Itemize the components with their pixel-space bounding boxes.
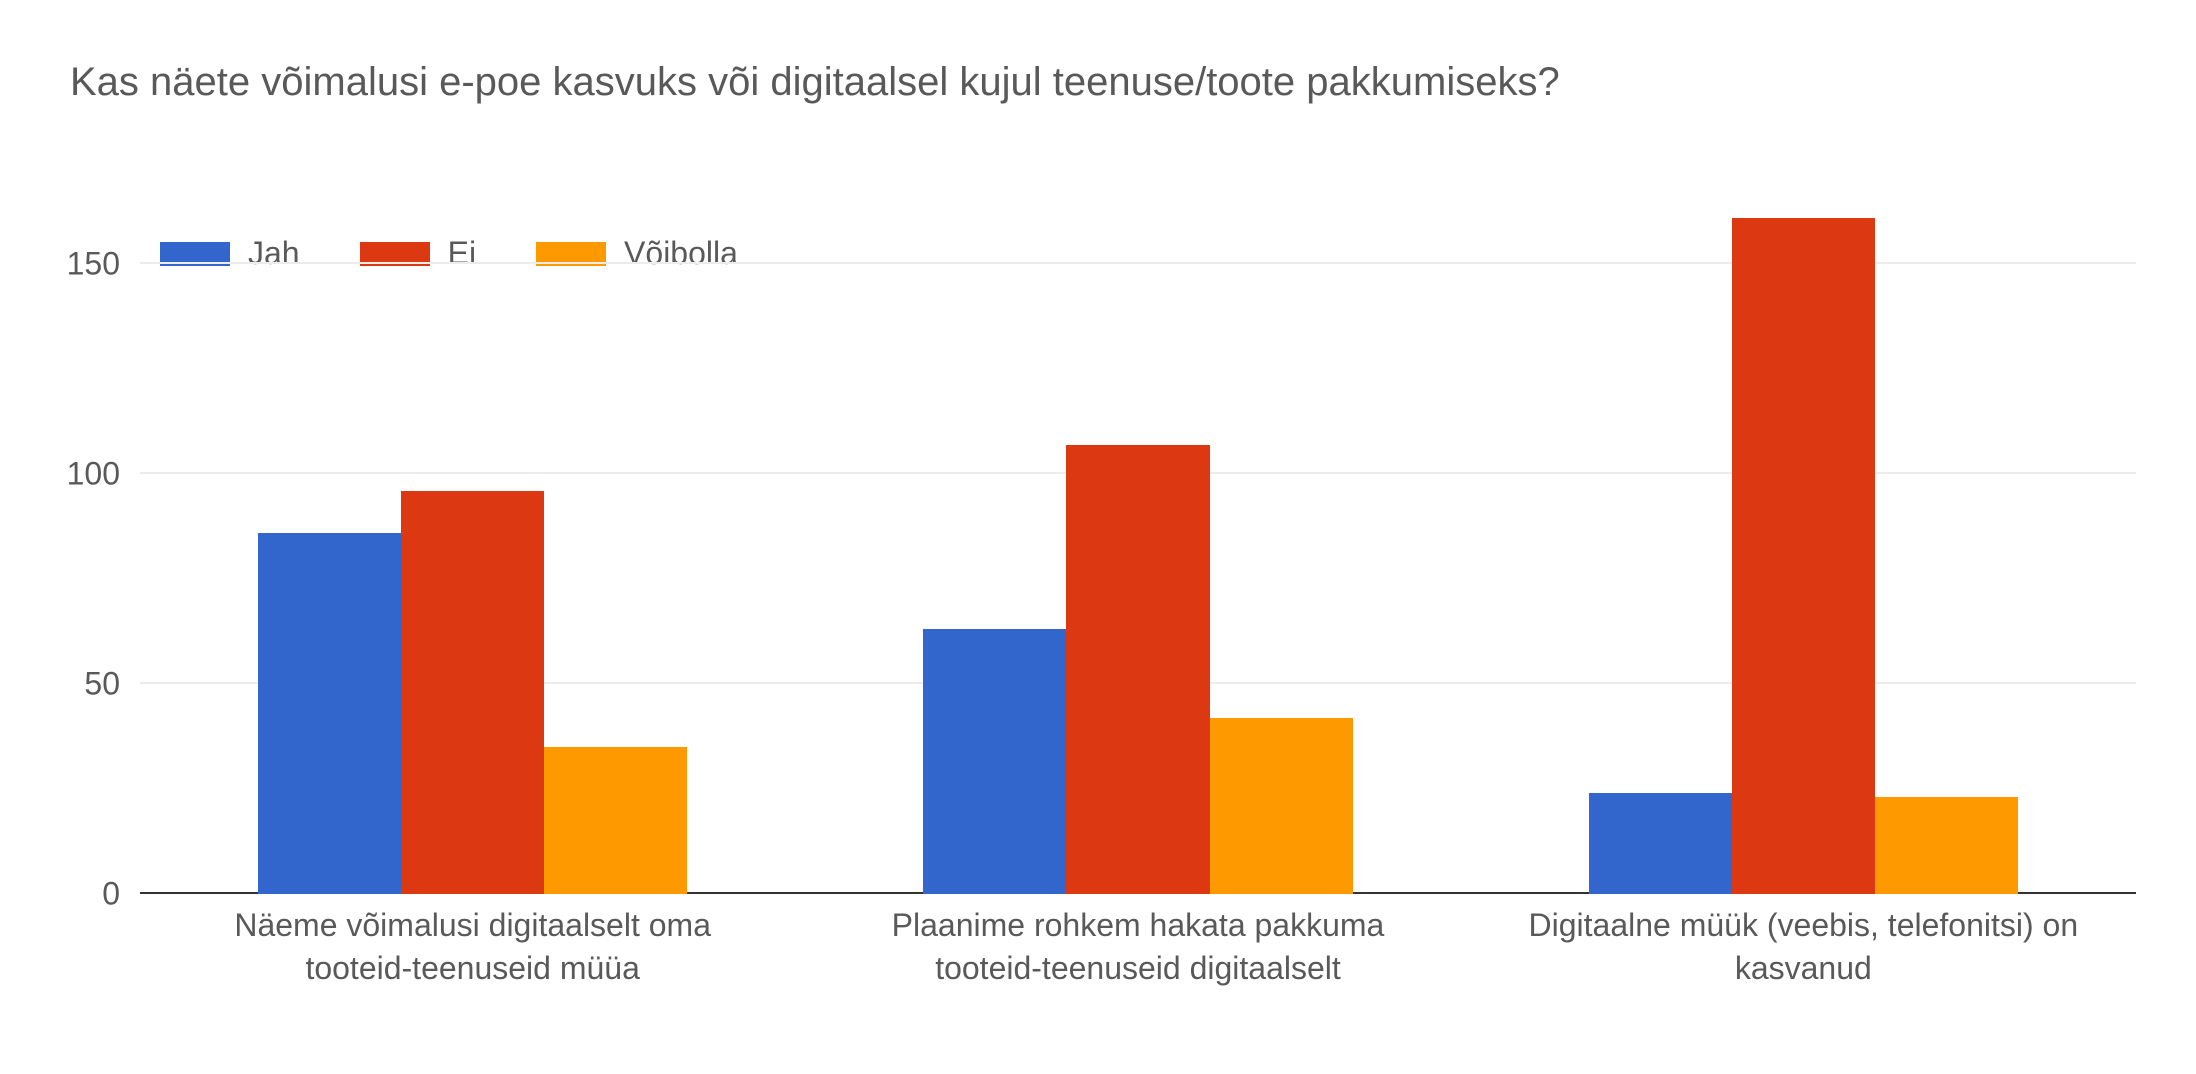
x-label-1-line2: tooteid-teenuseid digitaalselt <box>935 950 1341 986</box>
y-tick-label: 50 <box>84 666 140 703</box>
x-label-2: Digitaalne müük (veebis, telefonitsi) on… <box>1471 904 2136 1024</box>
x-label-0-line1: Näeme võimalusi digitaalselt oma <box>234 907 711 943</box>
bar <box>544 747 687 894</box>
y-tick-label: 0 <box>102 876 140 913</box>
y-tick-label: 150 <box>67 246 140 283</box>
bar <box>1875 797 2018 894</box>
x-axis-labels: Näeme võimalusi digitaalselt oma tooteid… <box>140 904 2136 1024</box>
plot-area: 050100150 <box>140 180 2136 894</box>
bar <box>1210 718 1353 894</box>
y-tick-label: 100 <box>67 456 140 493</box>
x-label-0-line2: tooteid-teenuseid müüa <box>305 950 639 986</box>
bar <box>401 491 544 894</box>
bar <box>1066 445 1209 894</box>
x-label-1: Plaanime rohkem hakata pakkuma tooteid-t… <box>805 904 1470 1024</box>
x-label-2-line1: Digitaalne müük (veebis, telefonitsi) on <box>1529 907 2079 943</box>
bar <box>923 629 1066 894</box>
chart-title: Kas näete võimalusi e-poe kasvuks või di… <box>70 60 2146 105</box>
x-label-0: Näeme võimalusi digitaalselt oma tooteid… <box>140 904 805 1024</box>
bar <box>1732 218 1875 894</box>
bar <box>258 533 401 894</box>
chart-container: Kas näete võimalusi e-poe kasvuks või di… <box>0 0 2196 1074</box>
x-label-2-line2: kasvanud <box>1735 950 1872 986</box>
bar <box>1589 793 1732 894</box>
x-label-1-line1: Plaanime rohkem hakata pakkuma <box>892 907 1385 943</box>
